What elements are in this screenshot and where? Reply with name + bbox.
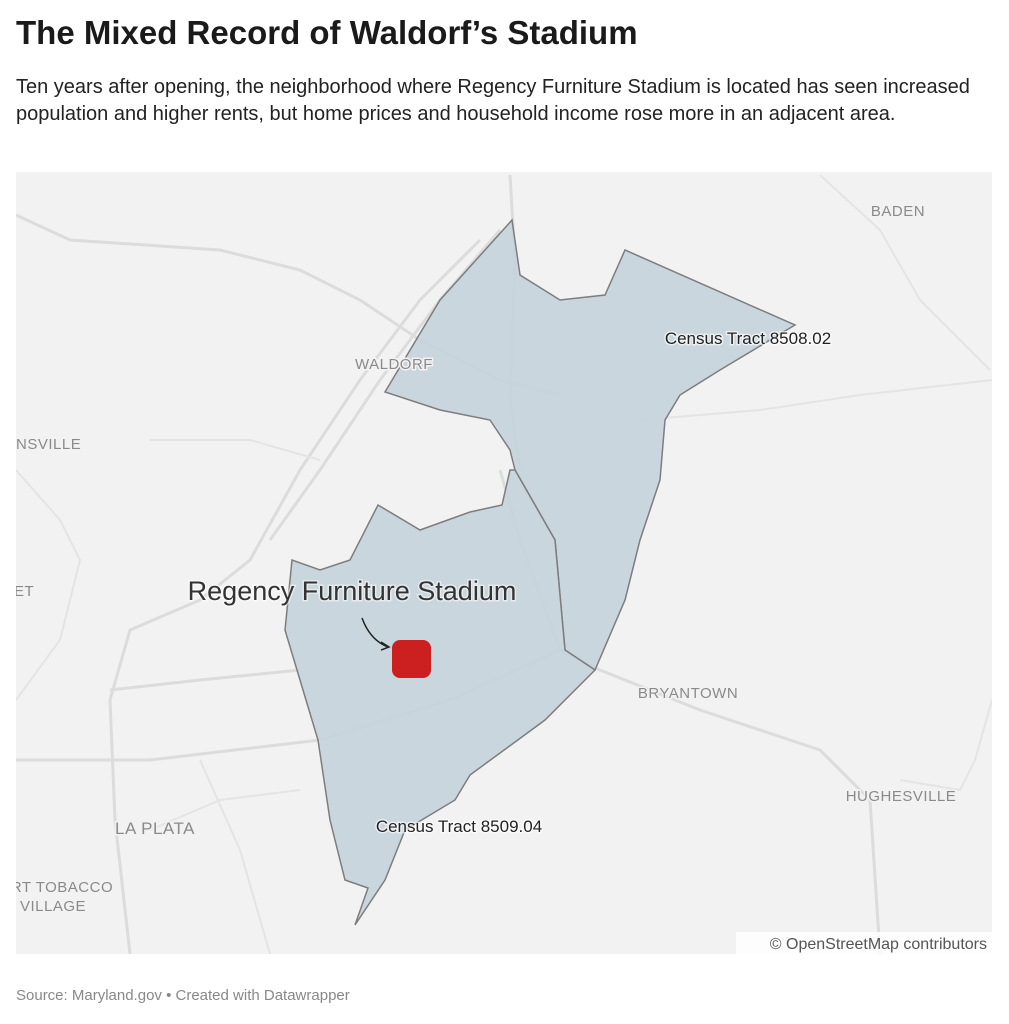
road xyxy=(199,759,271,954)
road xyxy=(819,174,991,371)
title: The Mixed Record of Waldorf’s Stadium xyxy=(16,14,638,51)
place-label: VILLAGE xyxy=(20,898,86,915)
annotation-arrow xyxy=(361,617,389,648)
tract-label: Census Tract 8509.04 xyxy=(376,817,542,836)
road xyxy=(149,789,301,831)
stadium-label: Regency Furniture Stadium xyxy=(188,576,517,606)
road xyxy=(109,668,301,692)
place-label: BRYANTOWN xyxy=(638,685,738,702)
annotation-arrowhead xyxy=(380,641,391,651)
place-label: RT TOBACCO xyxy=(16,879,113,896)
place-label: NSVILLE xyxy=(16,436,81,453)
road xyxy=(639,379,992,421)
attribution: © OpenStreetMap contributors xyxy=(770,936,987,953)
road xyxy=(150,439,321,461)
census-tract-8509-04 xyxy=(284,469,597,926)
stadium-marker xyxy=(392,640,431,678)
tract-label: Census Tract 8508.02 xyxy=(665,329,831,348)
footer-source: Source: Maryland.gov • Created with Data… xyxy=(16,987,350,1004)
place-labels: BADEN WALDORF NSVILLE ET BRYANTOWN HUGHE… xyxy=(16,202,957,917)
place-label: WALDORF xyxy=(355,356,433,373)
place-label: BADEN xyxy=(871,203,925,220)
census-tract-8508-02 xyxy=(383,218,797,672)
subtitle: Ten years after opening, the neighborhoo… xyxy=(16,76,970,125)
place-label: ET xyxy=(16,583,34,600)
map: BADEN WALDORF NSVILLE ET BRYANTOWN HUGHE… xyxy=(16,172,992,954)
attribution-background xyxy=(736,932,992,954)
road xyxy=(16,469,82,701)
road xyxy=(899,699,992,792)
place-label: HUGHESVILLE xyxy=(846,788,957,805)
place-label: LA PLATA xyxy=(115,819,195,838)
